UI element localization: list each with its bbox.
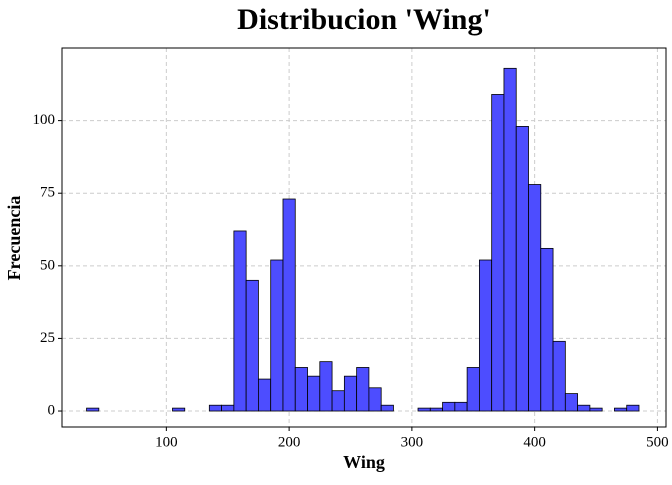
y-tick-label: 50 <box>40 257 55 273</box>
chart-title: Distribucion 'Wing' <box>237 3 491 36</box>
x-tick-label: 100 <box>155 434 178 450</box>
x-tick-label: 400 <box>523 434 546 450</box>
bar <box>515 126 529 412</box>
x-tick-label: 200 <box>278 434 301 450</box>
bar <box>528 184 542 412</box>
bar <box>589 407 603 412</box>
bar <box>454 401 468 412</box>
bar <box>614 407 628 412</box>
bar <box>233 230 247 412</box>
bar <box>221 404 235 412</box>
bar <box>294 367 308 412</box>
bar <box>429 407 443 412</box>
bar <box>466 367 480 412</box>
bar <box>368 387 382 412</box>
bar <box>245 279 259 412</box>
y-tick-label: 25 <box>40 330 55 346</box>
bar <box>172 407 186 412</box>
bar <box>282 198 296 412</box>
bar <box>564 393 579 412</box>
bar <box>343 375 358 412</box>
bar <box>442 401 456 412</box>
x-tick-label: 300 <box>401 434 424 450</box>
x-axis-label: Wing <box>343 452 385 472</box>
bar <box>356 367 370 412</box>
bar <box>270 259 284 412</box>
bar <box>307 375 321 412</box>
bar <box>503 67 517 412</box>
bar <box>331 390 345 412</box>
bar <box>478 259 493 412</box>
bar <box>577 404 591 412</box>
bar <box>380 404 394 412</box>
y-tick-label: 100 <box>33 112 56 128</box>
bar <box>491 94 505 412</box>
y-axis-label: Frecuencia <box>4 196 24 281</box>
bar <box>540 247 554 412</box>
bar <box>86 407 100 412</box>
y-tick-label: 75 <box>40 185 55 201</box>
bar <box>319 361 333 412</box>
x-tick-label: 500 <box>646 434 669 450</box>
bar <box>626 404 640 412</box>
bar <box>417 407 431 412</box>
bar <box>552 340 566 412</box>
bar <box>208 404 222 412</box>
plot-frame <box>61 47 667 428</box>
bar <box>258 378 272 412</box>
y-tick-label: 0 <box>48 402 56 418</box>
